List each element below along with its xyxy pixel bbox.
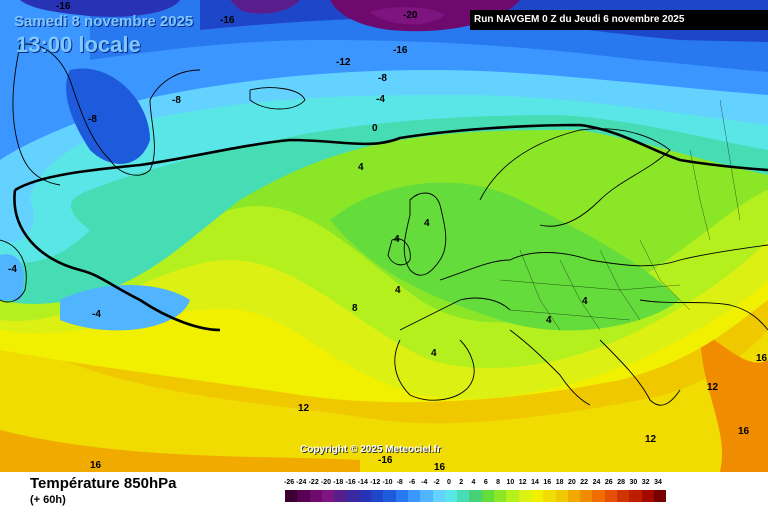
legend-swatch	[653, 490, 667, 502]
contour-label: 4	[424, 218, 430, 229]
lead-time: (+ 60h)	[30, 494, 66, 506]
legend-tick-label: 30	[629, 479, 638, 486]
legend-swatch	[346, 490, 359, 502]
contour-label: 4	[358, 162, 364, 173]
model-run-info: Run NAVGEM 0 Z du Jeudi 6 novembre 2025	[470, 10, 768, 30]
legend-tick-label: 2	[459, 479, 464, 486]
legend-tick-label: 8	[496, 479, 501, 486]
contour-label: 8	[352, 303, 358, 314]
legend-swatch	[518, 490, 531, 502]
contour-label: 12	[645, 434, 657, 445]
forecast-date: Samedi 8 novembre 2025	[14, 13, 194, 30]
legend-swatch	[444, 490, 458, 502]
contour-label: -8	[378, 73, 387, 84]
legend-tick-label: 22	[580, 479, 589, 486]
legend-tick-label: -4	[421, 479, 428, 486]
legend-swatch	[617, 490, 630, 502]
contour-label: -4	[376, 94, 385, 105]
legend-swatch	[407, 490, 421, 502]
contour-label: 12	[298, 403, 310, 414]
legend-swatch	[567, 490, 581, 502]
legend-tick-label: -26	[284, 479, 295, 486]
contour-label: 16	[90, 460, 102, 471]
legend-tick-label: 20	[567, 479, 576, 486]
legend-swatch	[506, 490, 519, 502]
legend-tick-label: -8	[396, 479, 403, 486]
legend-swatch	[309, 490, 322, 502]
legend-swatch	[469, 490, 482, 502]
copyright-notice: Copyright © 2025 Meteociel.fr	[300, 444, 441, 455]
contour-label: -20	[403, 10, 418, 21]
legend-swatch	[383, 490, 396, 502]
contour-label: -16	[393, 45, 408, 56]
legend-tick-label: -22	[308, 479, 319, 486]
legend-swatch	[371, 490, 384, 502]
contour-label: 4	[431, 348, 437, 359]
legend-swatch	[334, 490, 347, 502]
legend-swatch	[629, 490, 642, 502]
legend-tick-label: 32	[641, 479, 650, 486]
contour-label: 4	[395, 285, 401, 296]
legend-tick-label: -18	[333, 479, 344, 486]
legend-swatch	[481, 490, 495, 502]
legend-tick-label: 0	[446, 479, 451, 486]
legend-swatch	[494, 490, 507, 502]
contour-label: -16	[56, 1, 71, 12]
variable-title: Température 850hPa	[30, 475, 177, 492]
legend-swatch	[420, 490, 433, 502]
legend-swatch	[641, 490, 654, 502]
contour-label: -8	[88, 114, 97, 125]
color-legend	[285, 490, 667, 502]
contour-label: -16	[220, 15, 235, 26]
legend-tick-label: -14	[357, 479, 368, 486]
legend-swatch	[543, 490, 556, 502]
legend-swatch	[530, 490, 544, 502]
contour-label: 0	[372, 123, 378, 134]
legend-tick-label: 12	[518, 479, 527, 486]
legend-tick-label: 26	[604, 479, 613, 486]
legend-tick-label: 18	[555, 479, 564, 486]
legend-swatch	[358, 490, 372, 502]
contour-label: 4	[546, 315, 552, 326]
legend-swatch	[395, 490, 408, 502]
contour-label: 4	[582, 296, 588, 307]
contour-label: 16	[434, 462, 446, 473]
contour-label: -12	[336, 57, 351, 68]
legend-swatch	[555, 490, 568, 502]
legend-tick-label: -2	[433, 479, 440, 486]
legend-swatch	[604, 490, 618, 502]
legend-swatch	[297, 490, 310, 502]
contour-label: 4	[394, 234, 400, 245]
legend-swatch	[592, 490, 605, 502]
legend-swatch	[580, 490, 593, 502]
contour-label: 16	[738, 426, 750, 437]
legend-swatch	[285, 490, 298, 502]
contour-label: -4	[8, 264, 17, 275]
legend-swatch	[321, 490, 335, 502]
contour-label: 16	[756, 353, 768, 364]
temperature-field	[0, 0, 768, 472]
legend-tick-label: -24	[296, 479, 307, 486]
contour-label: -8	[172, 95, 181, 106]
legend-tick-label: 34	[654, 479, 662, 486]
legend-tick-label: -10	[382, 479, 393, 486]
legend-tick-label: 24	[592, 479, 601, 486]
legend-tick-label: -6	[408, 479, 416, 486]
contour-label: -16	[378, 455, 393, 466]
legend-tick-label: -12	[370, 479, 381, 486]
legend-tick-label: 4	[471, 479, 476, 486]
contour-label: 12	[707, 382, 719, 393]
legend-tick-label: 14	[531, 479, 539, 486]
legend-tick-label: 28	[617, 479, 625, 486]
forecast-time: 13:00 locale	[16, 32, 141, 57]
contour-label: -4	[92, 309, 101, 320]
temperature-map: -16 -16 -20 -16 -12 -8 -8 -8 -4 0 4 4 4 …	[0, 0, 768, 472]
legend-tick-label: 6	[483, 479, 488, 486]
legend-tick-label: -20	[320, 479, 332, 486]
legend-tick-label: 10	[506, 479, 515, 486]
legend-tick-label: -16	[345, 479, 356, 486]
legend-swatch	[457, 490, 470, 502]
legend-tick-label: 16	[543, 479, 552, 486]
legend-swatch	[432, 490, 445, 502]
